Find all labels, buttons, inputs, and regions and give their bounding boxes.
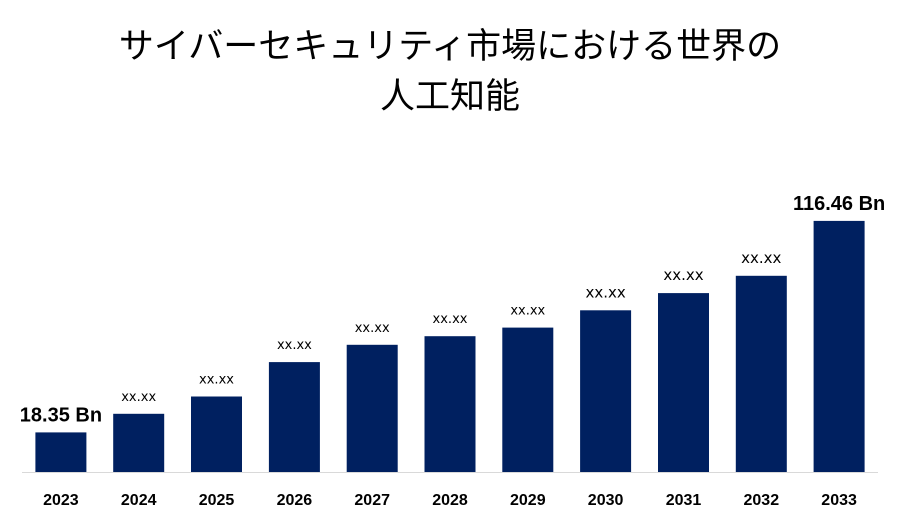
x-tick-2030: 2030: [588, 492, 624, 509]
bar-2023: [35, 432, 87, 472]
bar-2028: [424, 336, 476, 472]
bar-2025: [191, 396, 242, 472]
data-label-2026: xx.xx: [277, 338, 312, 353]
x-tick-2026: 2026: [277, 492, 313, 509]
x-tick-2032: 2032: [744, 492, 780, 509]
bar-2026: [268, 362, 320, 472]
data-label-2031: xx.xx: [663, 266, 703, 284]
x-tick-2027: 2027: [354, 492, 390, 509]
x-tick-2025: 2025: [199, 492, 235, 509]
data-label-2025: xx.xx: [199, 373, 234, 388]
bar-2031: [658, 293, 709, 472]
bar-2024: [113, 413, 165, 472]
data-label-2028: xx.xx: [433, 312, 468, 327]
data-label-2024: xx.xx: [121, 390, 156, 405]
x-tick-2031: 2031: [666, 492, 702, 509]
data-label-2030: xx.xx: [585, 283, 625, 301]
chart-title-line-2: 人工知能: [379, 77, 520, 117]
bar-2030: [580, 310, 632, 472]
bar-2027: [346, 344, 398, 472]
data-label-2027: xx.xx: [355, 321, 390, 336]
x-tick-2024: 2024: [121, 492, 157, 509]
bar-2029: [502, 327, 554, 472]
x-tick-2033: 2033: [821, 492, 857, 509]
data-label-2029: xx.xx: [510, 304, 545, 319]
data-label-2023: 18.35 Bn: [20, 404, 102, 426]
x-tick-2029: 2029: [510, 492, 546, 509]
bar-2032: [735, 275, 787, 472]
data-label-2032: xx.xx: [741, 249, 781, 267]
chart-title: サイバーセキュリティ市場における世界の 人工知能: [0, 22, 900, 122]
chart-title-line-1: サイバーセキュリティ市場における世界の: [118, 27, 782, 67]
bar-2033: [813, 220, 865, 472]
data-label-2033: 116.46 Bn: [793, 193, 885, 215]
x-tick-2028: 2028: [432, 492, 468, 509]
x-tick-2023: 2023: [43, 492, 79, 509]
